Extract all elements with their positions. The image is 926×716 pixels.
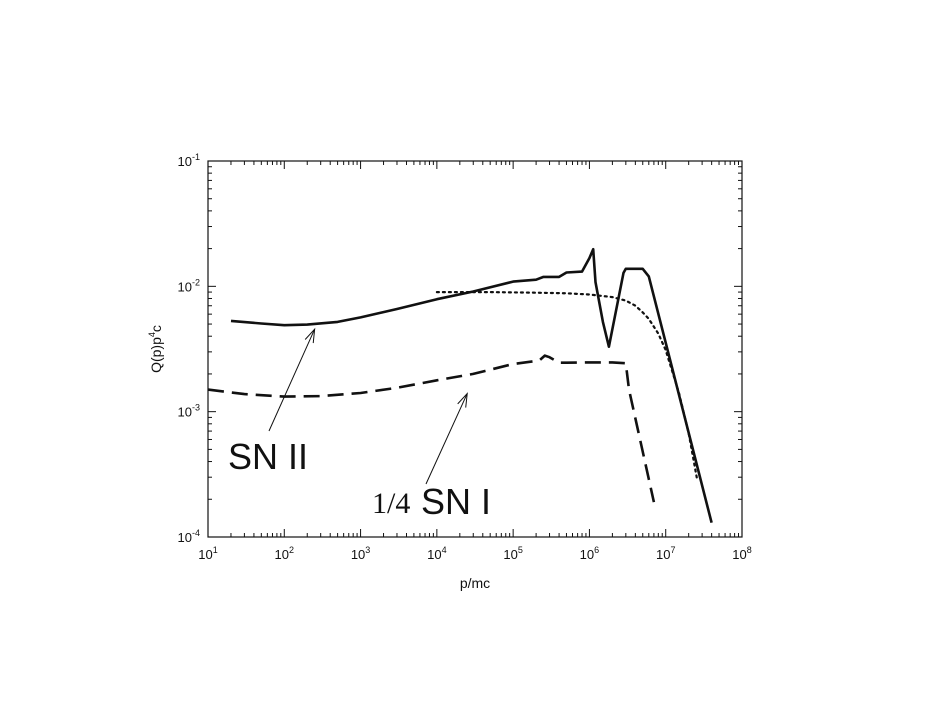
annotation-sn2-label: SN II xyxy=(228,436,308,477)
x-tick-label: 102 xyxy=(275,545,294,562)
series-line-dotted xyxy=(435,291,699,483)
y-tick-label: 10-3 xyxy=(178,403,200,420)
y-tick-label: 10-4 xyxy=(178,528,200,545)
x-tick-label: 107 xyxy=(656,545,675,562)
y-tick-label: 10-1 xyxy=(178,152,200,169)
annotation-arrow-sn2 xyxy=(268,328,316,432)
annotation-sn1-prefix: 1/4 xyxy=(372,487,410,520)
y-tick-label: 10-2 xyxy=(178,277,200,294)
plot-frame xyxy=(207,160,743,538)
annotation-sn1-label: SN I xyxy=(421,481,491,522)
x-tick-label: 104 xyxy=(427,545,446,562)
series-line-dashed xyxy=(207,354,656,503)
x-tick-label: 103 xyxy=(351,545,370,562)
annotation-arrowhead-sn1 xyxy=(457,392,468,408)
annotation-arrow-sn1 xyxy=(425,393,468,485)
x-axis-label: p/mc xyxy=(460,575,490,591)
series-layer xyxy=(207,247,713,524)
x-tick-label: 105 xyxy=(503,545,522,562)
y-axis-label: Q(p)p4c xyxy=(147,325,164,373)
annotation-arrowhead-sn2 xyxy=(304,327,316,344)
axis-tick-labels: 101 102 103 104 105 106 107 108 10-4 10-3 10-2 10-1 xyxy=(178,152,752,562)
axis-ticks xyxy=(207,161,742,538)
x-tick-label: 106 xyxy=(580,545,599,562)
x-tick-label: 101 xyxy=(198,545,217,562)
series-line-solid xyxy=(230,247,713,524)
x-tick-label: 108 xyxy=(732,545,751,562)
annotation-arrows xyxy=(268,327,468,485)
